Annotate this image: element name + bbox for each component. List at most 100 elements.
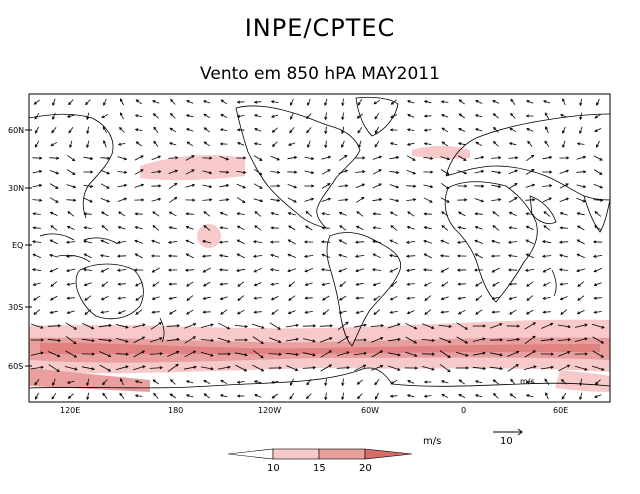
wind-vector <box>557 339 571 341</box>
wind-vector-head <box>90 170 94 174</box>
wind-vector <box>509 142 517 146</box>
wind-vector-head <box>191 183 196 187</box>
wind-vector-head <box>219 282 223 286</box>
wind-vector <box>594 394 602 398</box>
wind-vector-head <box>307 102 310 106</box>
wind-vector-head <box>219 142 224 146</box>
wind-vector-head <box>441 393 445 397</box>
wind-vector-head <box>295 337 299 341</box>
wind-vector <box>373 99 381 105</box>
wind-vector <box>115 353 129 355</box>
wind-vector <box>390 114 398 118</box>
wind-vector <box>220 212 228 216</box>
wind-vector <box>304 255 314 257</box>
wind-vector-head <box>338 239 342 243</box>
wind-vector-head <box>210 338 215 342</box>
wind-vector-head <box>579 116 583 121</box>
wind-vector-head <box>357 102 361 106</box>
wind-vector <box>185 184 195 188</box>
wind-vector-head <box>423 239 427 243</box>
wind-vector-head <box>423 212 427 216</box>
wind-vector <box>220 227 228 229</box>
wind-vector <box>373 253 381 259</box>
wind-vector-head <box>407 380 411 383</box>
wind-vector-head <box>559 226 563 230</box>
wind-vector-head <box>507 240 512 244</box>
wind-vector <box>456 322 468 330</box>
wind-vector <box>252 336 264 344</box>
wind-vector-head <box>151 297 155 301</box>
wind-vector-head <box>531 169 535 172</box>
wind-vector-head <box>134 114 139 118</box>
wind-vector <box>406 155 416 161</box>
wind-vector <box>472 338 486 342</box>
reference-vector-value: 10 <box>500 436 513 447</box>
wind-vector <box>119 127 125 133</box>
wind-vector-head <box>481 184 485 188</box>
wind-vector <box>475 295 483 301</box>
wind-vector-head <box>373 101 377 105</box>
wind-vector <box>559 241 569 243</box>
wind-vector <box>492 296 500 300</box>
wind-vector <box>203 296 211 300</box>
wind-vector <box>220 99 228 105</box>
wind-vector-head <box>83 226 87 230</box>
wind-vector <box>406 268 416 272</box>
wind-vector-head <box>135 141 139 145</box>
wind-vector-head <box>51 396 55 400</box>
wind-vector-head <box>492 283 496 287</box>
wind-vector-head <box>345 198 349 202</box>
wind-vector <box>50 310 58 314</box>
wind-vector-head <box>361 183 366 187</box>
wind-vector-head <box>66 380 71 384</box>
wind-vector <box>509 296 517 300</box>
wind-vector-head <box>542 296 546 300</box>
wind-vector <box>561 392 567 400</box>
wind-vector <box>135 395 143 397</box>
wind-vector <box>542 156 552 160</box>
wind-vector-head <box>525 380 530 384</box>
wind-vector <box>118 226 126 230</box>
wind-vector <box>322 282 330 286</box>
wind-vector <box>493 113 499 119</box>
wind-vector <box>32 170 42 174</box>
wind-vector-head <box>407 211 411 215</box>
wind-vector-head <box>100 269 104 273</box>
wind-vector-head <box>474 253 478 257</box>
wind-vector-head <box>499 366 504 371</box>
wind-vector <box>441 127 449 133</box>
wind-vector <box>290 112 294 120</box>
wind-vector-head <box>270 282 274 286</box>
wind-vector-head <box>66 296 70 300</box>
wind-vector <box>34 112 40 120</box>
wind-vector <box>407 226 415 230</box>
wind-vector-head <box>431 326 435 329</box>
wind-vector <box>236 171 246 173</box>
wind-vector-head <box>159 366 164 370</box>
wind-vector <box>254 114 262 118</box>
wind-vector <box>84 282 92 286</box>
wind-vector <box>32 241 42 243</box>
wind-vector <box>98 324 112 328</box>
wind-vector-head <box>562 130 565 134</box>
wind-vector-head <box>583 170 587 174</box>
wind-vector-head <box>192 350 197 354</box>
wind-vector <box>594 297 602 299</box>
wind-vector-head <box>271 395 275 399</box>
wind-vector <box>152 311 160 313</box>
wind-vector-head <box>475 297 479 301</box>
wind-vector <box>325 392 327 400</box>
map-frame <box>28 93 611 403</box>
wind-vector <box>118 143 126 145</box>
wind-vector-head <box>390 101 395 105</box>
wind-vector <box>100 169 110 175</box>
wind-vector-head <box>576 225 581 229</box>
wind-vector-head <box>102 126 106 130</box>
wind-vector <box>237 115 245 117</box>
wind-vector <box>83 269 93 271</box>
wind-vector-head <box>242 185 246 189</box>
wind-vector-head <box>203 393 207 397</box>
wind-vector-head <box>559 253 563 258</box>
wind-vector-head <box>516 337 521 342</box>
wind-vector <box>475 114 483 118</box>
